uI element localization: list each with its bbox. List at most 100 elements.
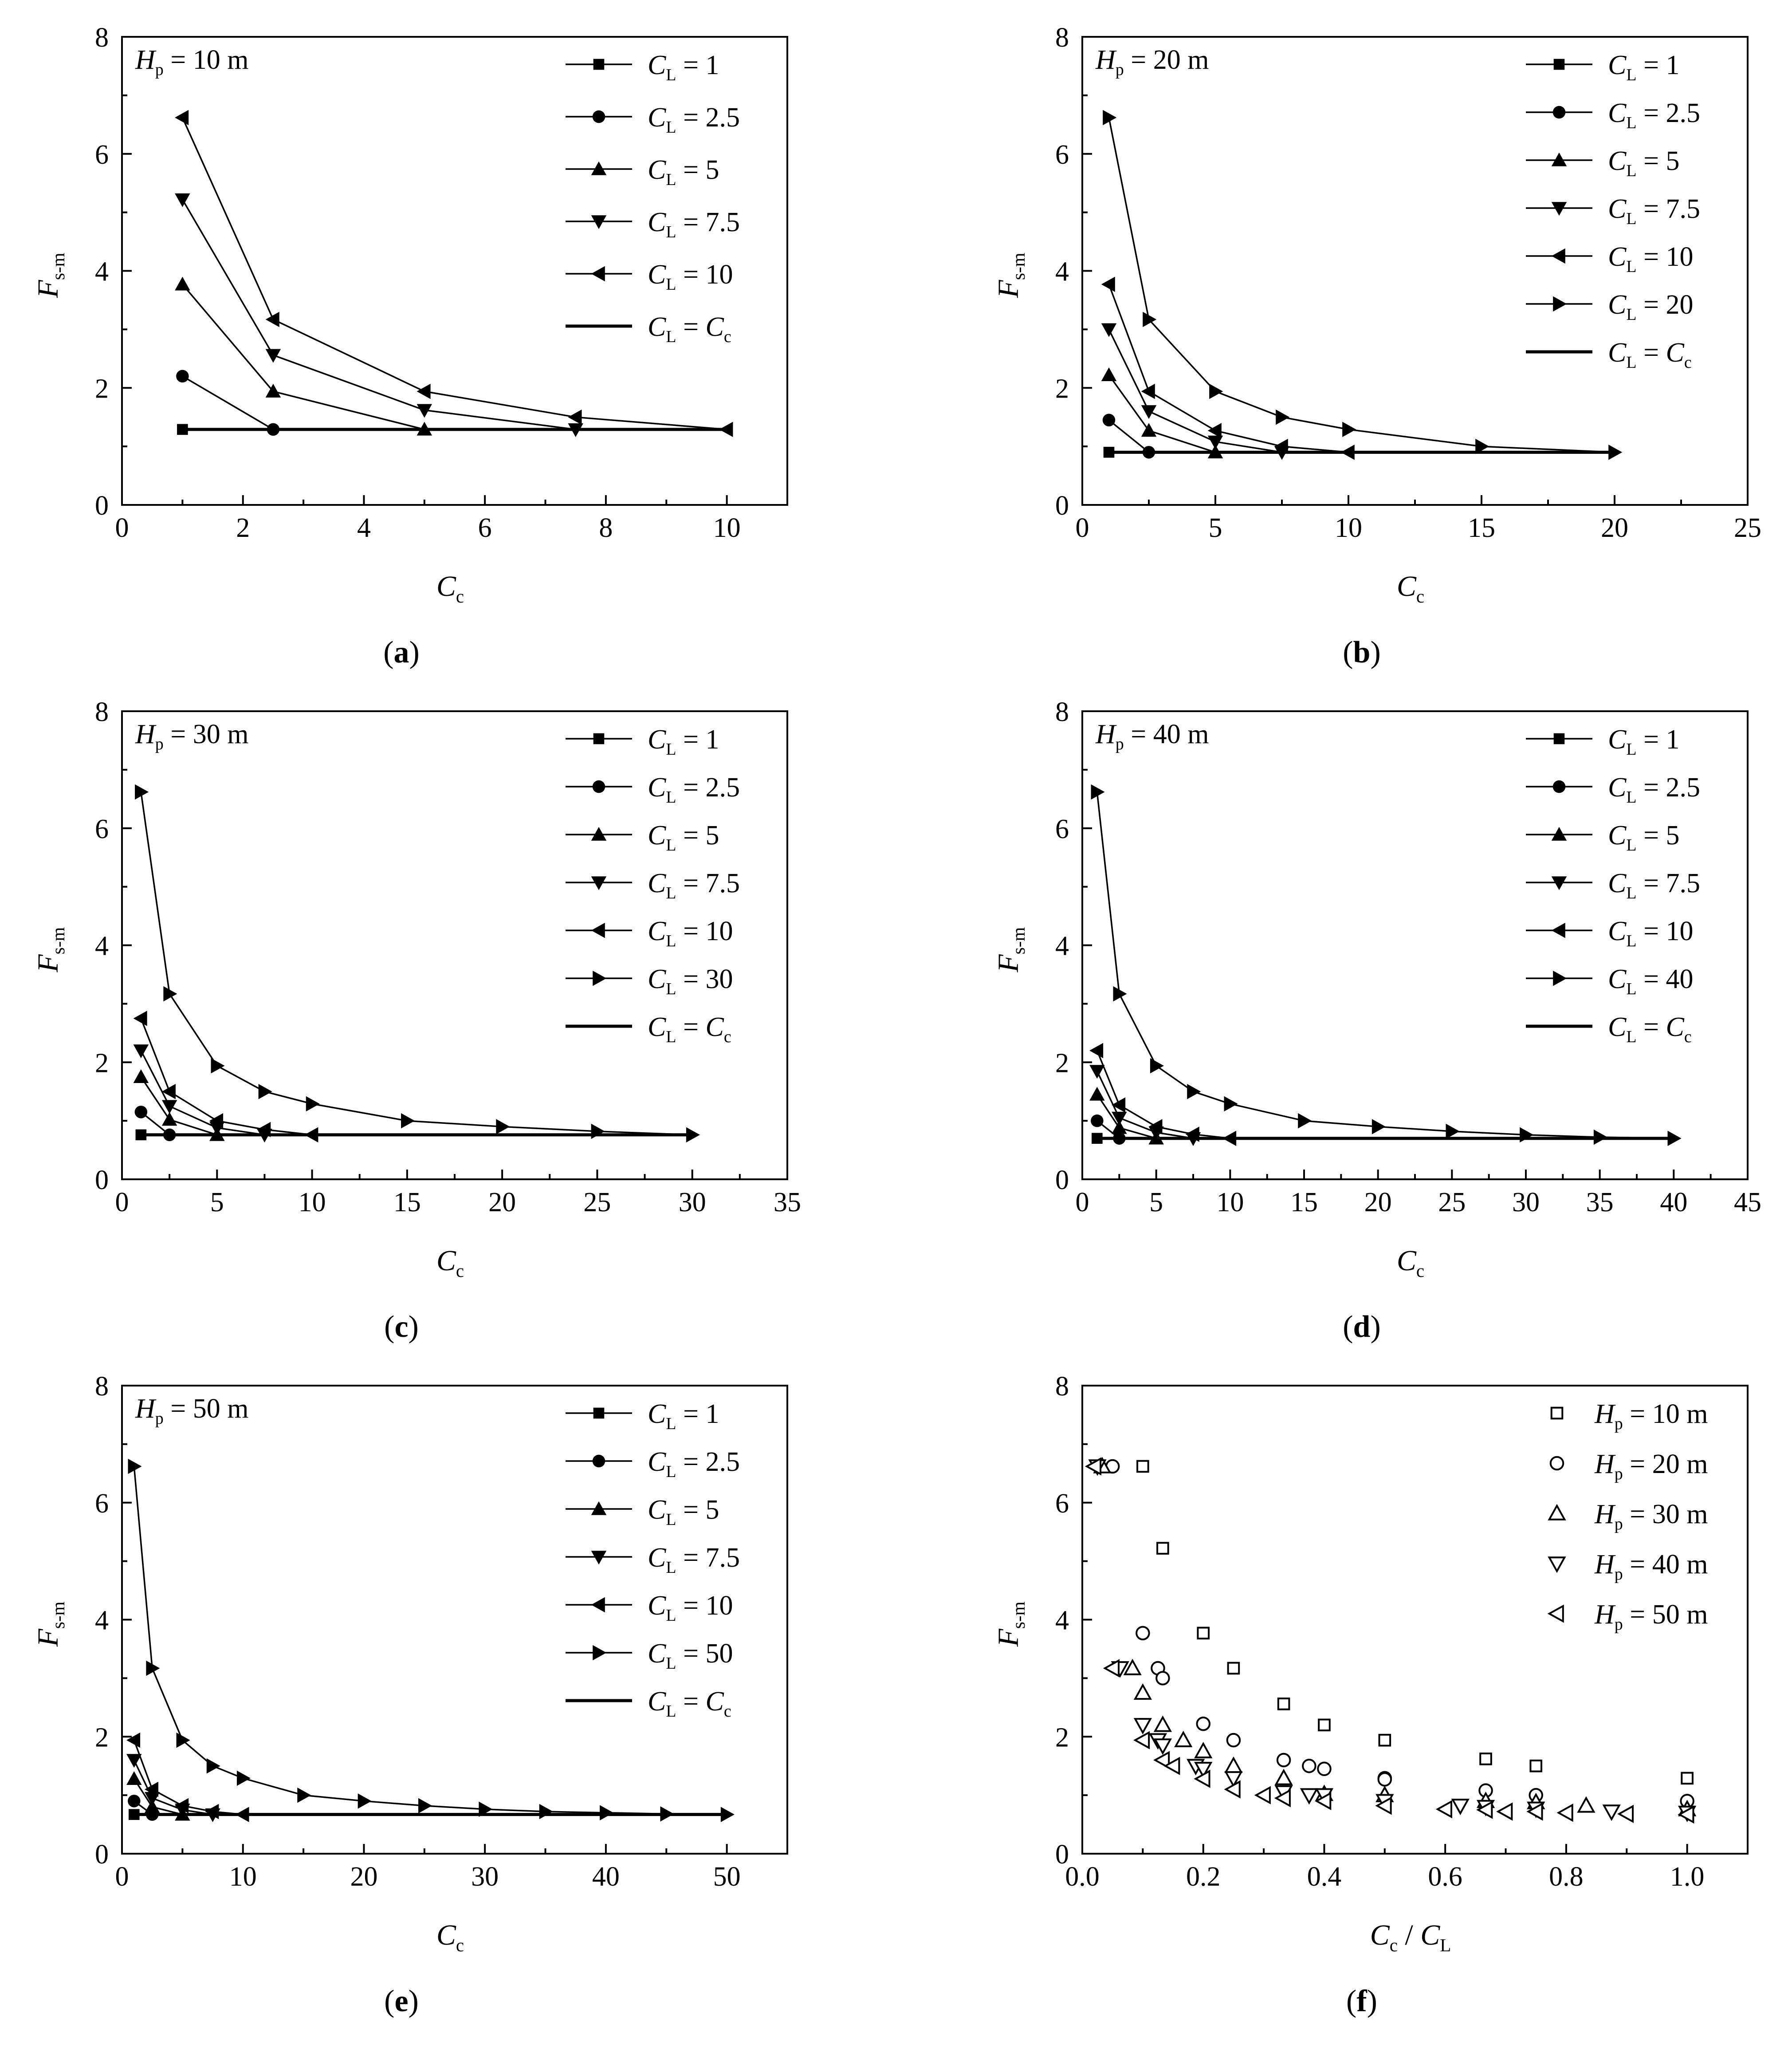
data-point bbox=[1451, 1799, 1470, 1816]
data-point bbox=[1224, 1096, 1238, 1112]
data-point bbox=[1375, 1796, 1392, 1815]
legend-label: Hp = 50 m bbox=[1594, 1599, 1708, 1634]
x-tick-label: 1.0 bbox=[1670, 1862, 1705, 1892]
data-point bbox=[1150, 1058, 1164, 1074]
legend-label: CL = Cc bbox=[1608, 1012, 1692, 1046]
y-tick-label: 6 bbox=[95, 1489, 109, 1519]
legend-marker bbox=[593, 970, 607, 986]
x-tick-label: 40 bbox=[1660, 1187, 1687, 1217]
data-point bbox=[686, 1127, 700, 1143]
x-tick-label: 40 bbox=[592, 1862, 620, 1892]
data-point bbox=[1274, 438, 1288, 454]
y-tick-label: 8 bbox=[95, 1371, 109, 1402]
legend-label: CL = Cc bbox=[648, 1012, 731, 1046]
data-point bbox=[206, 1758, 220, 1774]
y-tick-label: 8 bbox=[1055, 23, 1069, 53]
legend-label: CL = 1 bbox=[648, 1399, 719, 1433]
legend-item: CL = 7.5 bbox=[566, 1543, 740, 1577]
y-tick-label: 2 bbox=[95, 374, 109, 404]
legend-marker bbox=[591, 827, 607, 841]
y-tick-label: 0 bbox=[1055, 1839, 1069, 1870]
series bbox=[1101, 323, 1290, 460]
x-tick-label: 4 bbox=[357, 513, 371, 543]
x-tick-label: 20 bbox=[1601, 513, 1628, 543]
data-point bbox=[1112, 1097, 1126, 1113]
legend-label: CL = 10 bbox=[1608, 916, 1694, 950]
data-point bbox=[126, 1732, 141, 1748]
data-point bbox=[1153, 1715, 1172, 1732]
y-axis-label: Fs-m bbox=[32, 927, 68, 973]
data-point bbox=[600, 1805, 614, 1820]
panel-annotation: Hp = 40 m bbox=[1095, 719, 1209, 753]
y-tick-label: 4 bbox=[1055, 257, 1069, 287]
data-point bbox=[1194, 1769, 1210, 1788]
legend-label: CL = 2.5 bbox=[1608, 98, 1700, 132]
legend-item: CL = 1 bbox=[566, 50, 719, 84]
data-point bbox=[1112, 1120, 1127, 1134]
legend-marker bbox=[592, 780, 605, 793]
data-point bbox=[1298, 1113, 1312, 1129]
panel-label: (b) bbox=[1343, 635, 1381, 670]
x-tick-label: 0.6 bbox=[1428, 1862, 1462, 1892]
y-tick-label: 6 bbox=[1055, 140, 1069, 170]
data-point bbox=[126, 1771, 142, 1785]
data-point bbox=[496, 1119, 510, 1134]
data-point bbox=[306, 1096, 320, 1112]
data-point bbox=[1556, 1804, 1573, 1822]
data-point bbox=[418, 1798, 432, 1814]
data-point bbox=[175, 193, 190, 207]
data-point bbox=[1141, 405, 1157, 419]
data-point bbox=[1101, 276, 1115, 292]
panel-label: (c) bbox=[384, 1310, 419, 1344]
legend-marker bbox=[1547, 1604, 1564, 1623]
data-point bbox=[1133, 1683, 1152, 1700]
data-point bbox=[1136, 1626, 1150, 1641]
legend-marker bbox=[1551, 876, 1567, 890]
data-point bbox=[1141, 383, 1155, 399]
legend-item: CL = 7.5 bbox=[566, 207, 740, 241]
legend-item: CL = 50 bbox=[566, 1639, 733, 1673]
x-tick-label: 0 bbox=[115, 513, 129, 543]
legend-label: CL = 7.5 bbox=[1608, 868, 1700, 902]
data-point bbox=[1143, 311, 1157, 327]
data-point bbox=[1274, 1789, 1291, 1808]
series bbox=[133, 1069, 225, 1141]
legend-marker bbox=[593, 1407, 605, 1419]
legend-item: CL = 10 bbox=[566, 1591, 733, 1625]
legend-label: CL = 10 bbox=[1608, 242, 1694, 276]
y-tick-label: 4 bbox=[1055, 931, 1069, 961]
chart-panel-f: 0.0 0.2 0.4 0.6 0.8 1.0 0 2 4 6 8 Cc / CL Fs-m (f) Hp … bbox=[992, 1371, 1749, 2018]
data-point bbox=[175, 1798, 189, 1814]
x-axis-label: Cc bbox=[436, 1245, 464, 1281]
x-axis-label: Cc bbox=[1397, 1245, 1424, 1281]
y-tick-label: 8 bbox=[1055, 697, 1069, 727]
legend-item: CL = 5 bbox=[1526, 146, 1680, 180]
x-tick-label: 15 bbox=[393, 1187, 421, 1217]
x-tick-label: 2 bbox=[236, 513, 250, 543]
legend-marker bbox=[592, 110, 605, 123]
panel-annotation: Hp = 10 m bbox=[135, 45, 248, 79]
x-tick-label: 5 bbox=[1209, 513, 1222, 543]
data-point bbox=[161, 1112, 177, 1126]
legend-label: CL = 1 bbox=[1608, 725, 1680, 759]
legend-marker bbox=[1551, 248, 1565, 264]
legend-label: CL = 10 bbox=[648, 916, 733, 950]
legend-marker bbox=[1551, 152, 1567, 166]
data-point bbox=[1102, 414, 1116, 427]
data-point bbox=[1496, 1802, 1513, 1821]
y-tick-label: 4 bbox=[95, 257, 109, 287]
legend-item: Hp = 10 m bbox=[1550, 1399, 1708, 1433]
data-point bbox=[1123, 1658, 1142, 1675]
legend-marker bbox=[1551, 922, 1565, 938]
legend-label: CL = Cc bbox=[1608, 338, 1692, 372]
series-line bbox=[1108, 419, 1150, 453]
x-tick-label: 6 bbox=[478, 513, 492, 543]
x-tick-label: 0.4 bbox=[1307, 1862, 1342, 1892]
data-point bbox=[146, 1660, 160, 1676]
series-line bbox=[1108, 117, 1615, 453]
data-point bbox=[1224, 1771, 1243, 1788]
legend-item: Hp = 20 m bbox=[1549, 1449, 1708, 1483]
data-point bbox=[128, 1458, 142, 1474]
legend-label: CL = 10 bbox=[648, 1591, 733, 1625]
data-point bbox=[1577, 1796, 1596, 1813]
